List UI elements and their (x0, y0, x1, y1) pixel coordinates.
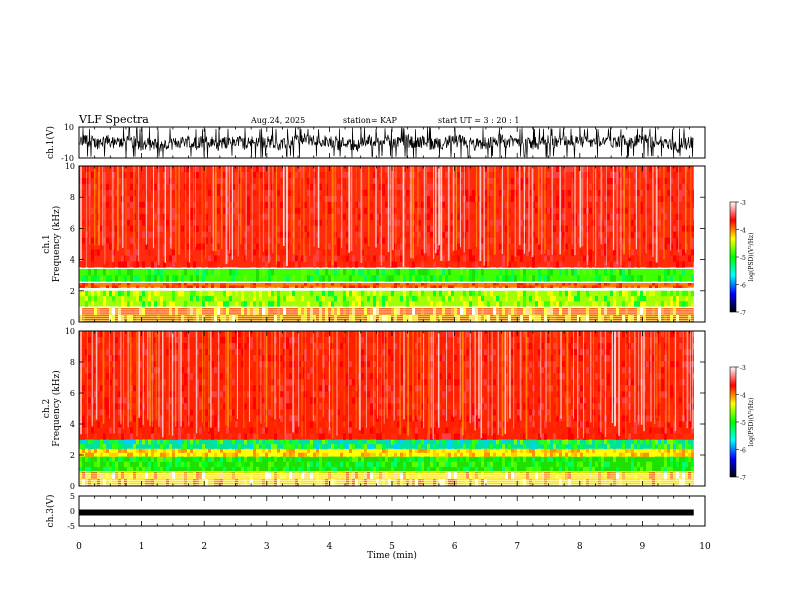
ch2-spectrogram-panel: 0 2 4 6 8 10 ch.2 Frequency (kHz) (42, 327, 706, 491)
ch2-spec-ytick: 4 (70, 420, 75, 429)
ch2-colorbar-tick: -4 (740, 393, 746, 400)
time-tick-label: 6 (452, 542, 458, 552)
ch1-ylabel: ch.1(V) (45, 126, 56, 159)
ch2-colorbar-bar (729, 366, 737, 478)
ch1-spec-ytick: 2 (70, 287, 75, 296)
time-tick-label: 4 (327, 542, 333, 552)
time-tick-label: 10 (699, 542, 711, 552)
ch2-colorbar: -3 -4 -5 -6 -7 log(PSD)(V²/Hz) (729, 365, 755, 482)
date-label: Aug.24, 2025 (250, 116, 305, 125)
time-tick-label: 8 (577, 542, 583, 552)
time-tick-label: 5 (389, 542, 395, 552)
ch2-spec-ylabel-channel: ch.2 (42, 399, 52, 418)
time-tick-label: 9 (640, 542, 646, 552)
ch3-ytick: 0 (70, 507, 75, 516)
ch3-voltage-panel: 5 0 -5 ch.3(V) (45, 492, 706, 531)
ch1-colorbar-tick: -3 (740, 200, 746, 207)
time-tick-label: 2 (201, 542, 207, 552)
ch3-voltage-trace (79, 509, 694, 516)
station-label: station= KAP (343, 116, 398, 125)
ch2-spec-ytick: 0 (70, 482, 75, 491)
time-tick-label: 0 (76, 542, 82, 552)
ch2-colorbar-tick: -5 (740, 420, 746, 427)
ch1-ytick: 10 (64, 123, 74, 132)
ch2-spec-ylabel-frequency: Frequency (kHz) (51, 370, 62, 447)
ch1-spec-ytick: 4 (70, 256, 75, 265)
ch3-ylabel: ch.3(V) (45, 495, 56, 528)
start-time-label: start UT = 3 : 20 : 1 (438, 116, 519, 125)
time-tick-label: 1 (139, 542, 145, 552)
ch1-spec-ylabel-frequency: Frequency (kHz) (51, 206, 62, 283)
ch2-spec-ytick: 6 (70, 389, 75, 398)
ch2-colorbar-tick: -3 (740, 365, 746, 372)
ch1-colorbar-bar (729, 201, 737, 313)
ch3-ytick: -5 (67, 522, 75, 531)
time-axis: 0 1 2 3 4 5 6 7 8 9 10 Time (min) (76, 542, 711, 561)
ch1-spec-ytick: 8 (70, 193, 75, 202)
ch1-colorbar-tick: -4 (740, 228, 746, 235)
time-tick-label: 3 (264, 542, 270, 552)
ch1-colorbar-tick: -6 (740, 283, 746, 290)
ch2-spec-ytick: 2 (70, 451, 75, 460)
ch1-spec-ylabel-channel: ch.1 (42, 234, 52, 253)
ch1-spectrogram-panel: 0 2 4 6 8 10 ch.1 Frequency (kHz) (42, 162, 706, 327)
ch1-ytick: -10 (61, 154, 74, 163)
time-axis-label: Time (min) (367, 550, 417, 561)
ch1-spec-ytick: 0 (70, 318, 75, 327)
ch1-colorbar-tick: -5 (740, 255, 746, 262)
ch2-spec-ytick: 8 (70, 358, 75, 367)
ch2-colorbar-tick: -6 (740, 448, 746, 455)
ch1-colorbar: -3 -4 -5 -6 -7 log(PSD)(V²/Hz) (729, 200, 755, 317)
ch3-ytick: 5 (70, 492, 75, 501)
ch1-colorbar-tick: -7 (740, 310, 746, 317)
ch1-spec-ytick: 10 (65, 162, 75, 171)
ch1-spec-band (79, 283, 694, 288)
ch1-voltage-panel: 10 -10 ch.1(V) (45, 123, 706, 163)
time-tick-label: 7 (514, 542, 520, 552)
figure-title: VLF Spectra (78, 113, 149, 126)
ch2-spec-ytick: 10 (65, 327, 75, 336)
ch1-colorbar-label: log(PSD)(V²/Hz) (748, 233, 755, 282)
ch1-voltage-trace (79, 126, 694, 160)
ch2-colorbar-tick: -7 (740, 475, 746, 482)
ch1-spec-ytick: 6 (70, 224, 75, 233)
ch2-colorbar-label: log(PSD)(V²/Hz) (748, 398, 755, 447)
